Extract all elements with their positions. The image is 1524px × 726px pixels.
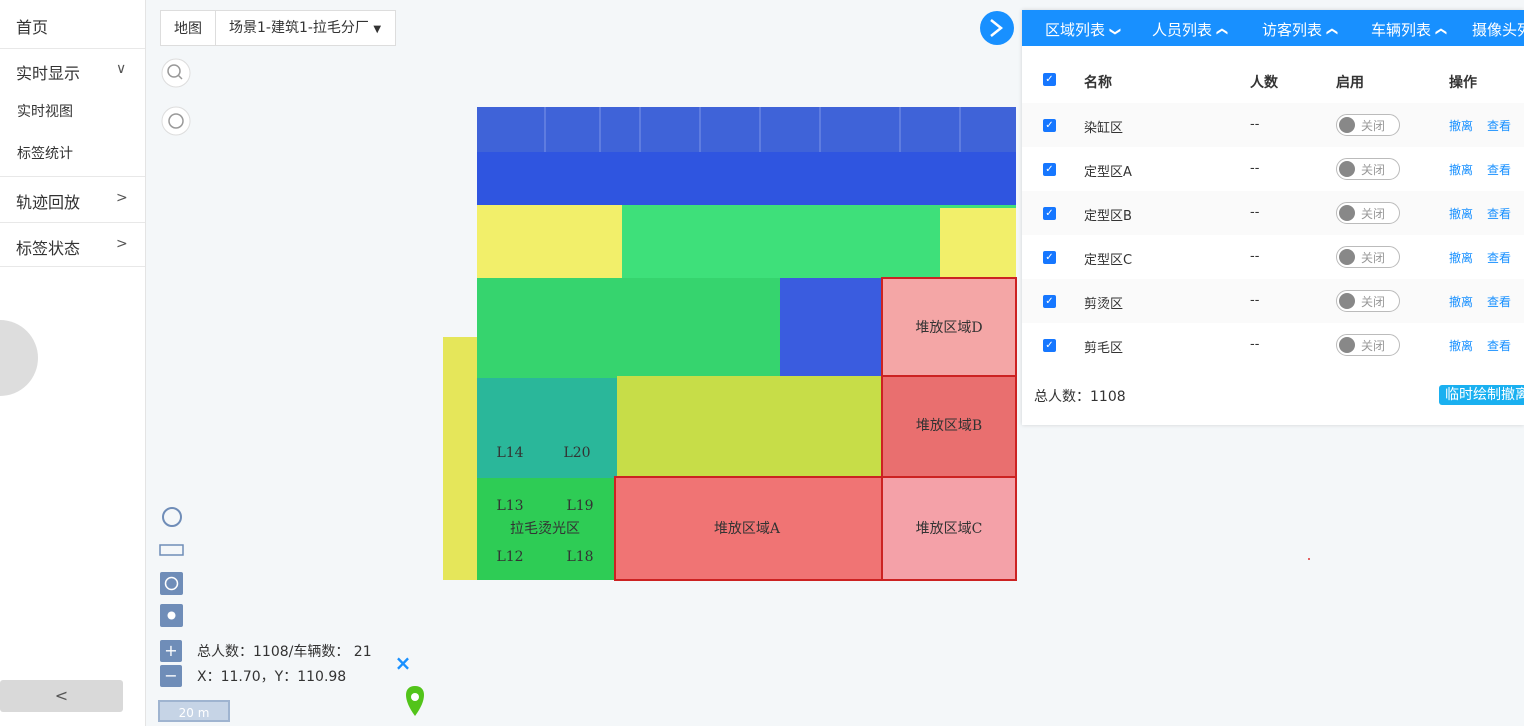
zone-count: -- [1250, 293, 1260, 308]
row-checkbox[interactable]: ✓ [1043, 119, 1056, 132]
action-link[interactable]: 撤离 [1449, 163, 1474, 177]
action-link[interactable]: 撤离 [1449, 295, 1474, 309]
tab[interactable]: 区域列表 ❯ [1045, 21, 1123, 39]
menu-item[interactable]: 轨迹回放 [16, 193, 81, 212]
evacuate-button[interactable]: 临时绘制撤离 [1439, 385, 1524, 405]
zone-label: L19 [566, 498, 593, 514]
toggle[interactable]: 关闭 [1336, 158, 1400, 180]
scene-text: 场景1-建筑1-拉毛分厂 [229, 20, 369, 36]
toggle-text: 关闭 [1361, 339, 1386, 353]
zoom-in[interactable]: + [160, 640, 182, 662]
toggle-text: 关闭 [1361, 207, 1386, 221]
toggle[interactable]: 关闭 [1336, 202, 1400, 224]
zone-name: 染缸区 [1084, 121, 1124, 136]
chevron: ∨ [116, 61, 127, 77]
menu-item[interactable]: 实时显示 [16, 64, 81, 83]
total: 总人数：1108 [1034, 389, 1126, 405]
zone-name: 定型区C [1084, 253, 1133, 268]
scale-bar: 20 m [158, 700, 230, 722]
toggle-text: 关闭 [1361, 251, 1386, 265]
zone-label: 堆放区域D [915, 320, 982, 336]
zone-label: 堆放区域A [714, 521, 781, 537]
zone-label: 堆放区域B [916, 418, 982, 434]
zone-label: 堆放区域C [916, 521, 983, 537]
zone-count: -- [1250, 249, 1260, 264]
toggle[interactable]: 关闭 [1336, 290, 1400, 312]
menu-item[interactable]: 标签状态 [16, 239, 81, 258]
column-header: 名称 [1084, 75, 1112, 91]
zone-name: 剪毛区 [1084, 341, 1124, 356]
row-checkbox[interactable]: ✓ [1043, 251, 1056, 264]
collapse-button[interactable]: < [0, 680, 123, 712]
action-link[interactable]: 查看 [1487, 339, 1512, 353]
zone-label: 拉毛烫光区 [510, 521, 580, 537]
tab[interactable]: 车辆列表 ❮ [1371, 21, 1449, 39]
toggle-text: 关闭 [1361, 295, 1386, 309]
submenu-item[interactable]: 实时视图 [17, 104, 73, 120]
tab[interactable]: 访客列表 ❮ [1262, 21, 1340, 39]
zone-name: 定型区B [1084, 209, 1132, 224]
zone-label: L18 [566, 549, 593, 565]
row-checkbox[interactable]: ✓ [1043, 339, 1056, 352]
select-all[interactable]: ✓ [1043, 73, 1056, 86]
action-link[interactable]: 查看 [1487, 119, 1512, 133]
toggle[interactable]: 关闭 [1336, 114, 1400, 136]
action-link[interactable]: 查看 [1487, 251, 1512, 265]
zone-label: L12 [496, 549, 523, 565]
action-link[interactable]: 查看 [1487, 207, 1512, 221]
column-header: 操作 [1449, 75, 1477, 91]
chevron: > [116, 236, 128, 252]
action-link[interactable]: 查看 [1487, 163, 1512, 177]
column-header: 人数 [1250, 75, 1278, 91]
row-bg [1022, 103, 1524, 147]
action-link[interactable]: 查看 [1487, 295, 1512, 309]
action-link[interactable]: 撤离 [1449, 339, 1474, 353]
zone-count: -- [1250, 161, 1260, 176]
coords: X：11.70，Y：110.98 [197, 669, 347, 685]
tab[interactable]: 摄像头列表 [1472, 21, 1524, 39]
stats: 总人数：1108/车辆数： 21 [197, 644, 372, 660]
zone-label: L14 [496, 445, 523, 461]
column-header: 启用 [1336, 75, 1364, 91]
row-checkbox[interactable]: ✓ [1043, 295, 1056, 308]
zone-count: -- [1250, 117, 1260, 132]
zone-name: 定型区A [1084, 165, 1132, 180]
toggle-text: 关闭 [1361, 119, 1386, 133]
tab-bar: 区域列表❯ 人员列表❮ 访客列表❮ 车辆列表❮ 摄像头列表 [1022, 10, 1524, 46]
row-bg [1022, 279, 1524, 323]
zoom-out[interactable]: − [160, 665, 182, 687]
zone-name: 剪烫区 [1084, 297, 1124, 312]
submenu-item[interactable]: 标签统计 [17, 146, 73, 162]
chevron: > [116, 190, 128, 206]
row-checkbox[interactable]: ✓ [1043, 163, 1056, 176]
row-checkbox[interactable]: ✓ [1043, 207, 1056, 220]
map-button[interactable]: 地图 [160, 10, 216, 46]
zone-count: -- [1250, 205, 1260, 220]
sidebar: 首页 实时显示 ∨ 实时视图 标签统计 轨迹回放 > 标签状态 > < [0, 0, 146, 726]
zone-label: L20 [563, 445, 590, 461]
toggle-text: 关闭 [1361, 163, 1386, 177]
svg-text:×: × [395, 651, 412, 675]
action-link[interactable]: 撤离 [1449, 119, 1474, 133]
action-link[interactable]: 撤离 [1449, 207, 1474, 221]
row-bg [1022, 191, 1524, 235]
tab[interactable]: 人员列表 ❮ [1152, 21, 1230, 39]
action-link[interactable]: 撤离 [1449, 251, 1474, 265]
region-panel: 区域列表❯ 人员列表❮ 访客列表❮ 车辆列表❮ 摄像头列表 ✓ 名称 人数 启用 操作 ✓ 染缸区 -… [1022, 10, 1524, 425]
toggle[interactable]: 关闭 [1336, 334, 1400, 356]
scene-select[interactable]: 场景1-建筑1-拉毛分厂 ▼ [216, 10, 396, 46]
zone-label: L13 [496, 498, 523, 514]
zone-count: -- [1250, 337, 1260, 352]
menu-item[interactable]: 首页 [16, 18, 49, 37]
toggle[interactable]: 关闭 [1336, 246, 1400, 268]
